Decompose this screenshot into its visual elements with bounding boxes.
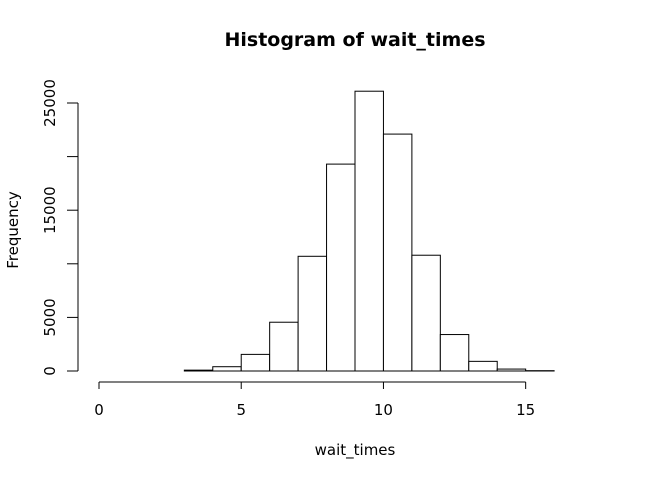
y-axis: 0 5000 15000 25000 [41,79,79,376]
chart-title: Histogram of wait_times [224,29,485,51]
x-tick-label-2: 10 [374,401,393,419]
y-tick-label-0: 0 [41,366,59,376]
histogram-bar-3 [183,369,214,372]
y-tick-label-3: 15000 [41,186,59,234]
histogram-bar-13 [468,360,498,372]
histogram-bar-10 [382,133,413,372]
x-tick-label-3: 15 [516,401,535,419]
y-tick-label-1: 5000 [41,298,59,336]
x-tick-label-1: 5 [236,401,246,419]
y-axis-label: Frequency [4,191,22,269]
histogram-bar-8 [326,163,356,372]
x-tick-label-0: 0 [94,401,104,419]
histogram-bar-12 [439,334,470,372]
histogram-bar-5 [240,353,271,372]
histogram-bar-6 [269,321,299,372]
histogram-bar-14 [496,368,527,372]
histogram-bar-4 [212,366,242,372]
x-axis-label: wait_times [315,441,396,460]
y-tick-label-5: 25000 [41,79,59,127]
histogram-bar-7 [297,255,328,372]
histogram-bars [183,90,555,372]
histogram-bar-11 [411,254,441,372]
histogram-bar-9 [354,90,384,372]
x-axis: 0 5 10 15 [94,381,535,419]
